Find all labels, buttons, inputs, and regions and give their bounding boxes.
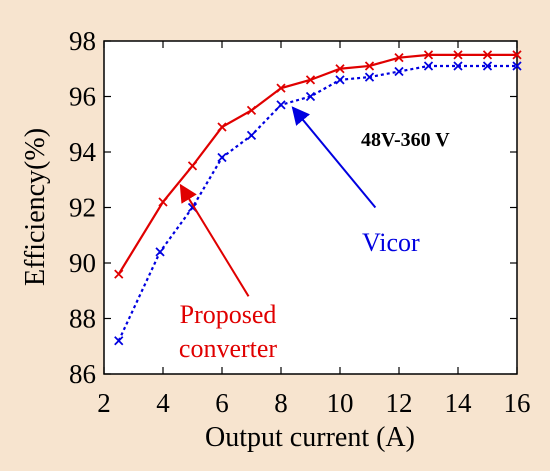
y-axis-label: Efficiency(%) [20,128,51,286]
y-tick-label: 94 [69,137,97,167]
series-layer [114,50,522,346]
data-point-proposed-converter [335,64,345,74]
annotation-converter: converter [179,334,278,363]
data-point-proposed-converter [276,83,286,93]
data-point-proposed-converter [364,61,375,71]
y-tick-label: 88 [69,304,96,334]
x-tick-label: 16 [504,388,531,418]
series-line-proposed-converter [117,53,517,275]
data-point-proposed-converter [453,50,463,60]
data-point-vicor [114,336,124,346]
data-point-vicor [217,152,227,163]
x-tick-label: 6 [215,388,229,418]
annotation-proposed: Proposed [180,300,277,329]
data-point-proposed-converter [246,105,257,116]
data-point-proposed-converter [305,75,316,85]
annotation-layer [179,106,377,297]
vicor-arrow [291,106,377,209]
data-point-vicor [335,75,345,85]
data-point-vicor [246,130,257,140]
x-tick-label: 12 [386,388,413,418]
data-point-vicor [512,61,522,71]
y-tick-label: 92 [69,193,96,223]
data-point-proposed-converter [217,122,227,132]
data-point-vicor [453,61,463,71]
data-point-vicor [155,247,165,257]
x-tick-label: 2 [97,388,111,418]
data-point-proposed-converter [423,50,434,60]
data-point-vicor [423,61,434,71]
y-tick-label: 90 [69,248,96,278]
annotation-vicor: Vicor [362,228,420,257]
y-tick-label: 98 [69,26,96,56]
data-point-proposed-converter [482,50,493,60]
data-point-vicor [276,100,286,110]
x-tick-label: 8 [274,388,288,418]
x-tick-label: 10 [327,388,354,418]
data-point-proposed-converter [394,53,404,63]
y-tick-label: 96 [69,82,96,112]
annotation-voltage: 48V-360 V [361,129,450,151]
x-axis-label: Output current (A) [205,422,415,453]
data-point-vicor [305,91,316,102]
data-point-vicor [364,72,375,82]
data-point-proposed-converter [158,197,168,207]
plot-area [103,40,518,375]
y-tick-label: 86 [69,359,96,389]
x-tick-label: 4 [156,388,170,418]
data-point-proposed-converter [512,50,522,60]
x-tick-label: 14 [445,388,473,418]
proposed-arrow [179,183,250,297]
axis-ticks: 2 4 6 8 10 12 14 16 86 88 90 92 94 96 98 [69,26,531,418]
series-line-vicor [117,64,517,342]
data-point-proposed-converter [187,161,198,171]
data-point-vicor [482,61,493,71]
data-point-proposed-converter [114,269,124,279]
data-point-vicor [394,66,404,77]
